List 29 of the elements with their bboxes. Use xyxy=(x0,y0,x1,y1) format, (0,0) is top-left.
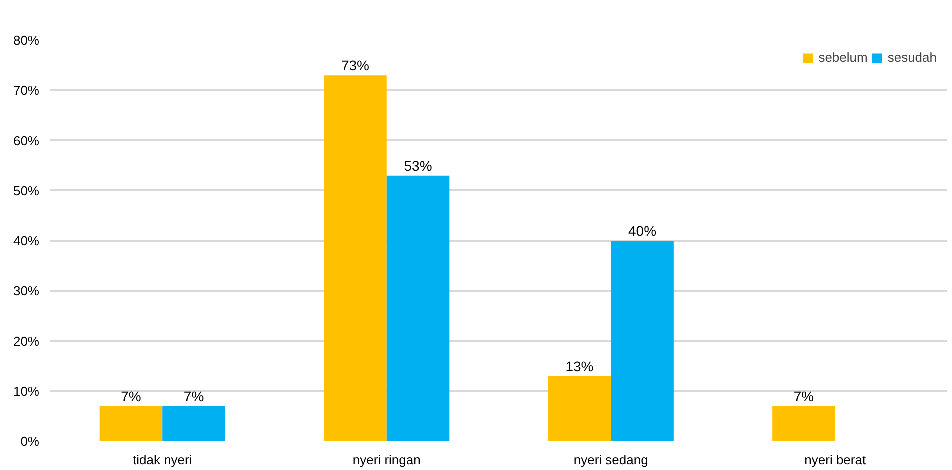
x-tick-label: nyeri berat xyxy=(804,452,866,468)
x-tick-label: nyeri sedang xyxy=(574,452,648,468)
bar xyxy=(772,406,836,442)
y-tick-label: 30% xyxy=(13,284,40,299)
x-tick-label: nyeri ringan xyxy=(352,452,421,468)
bar xyxy=(548,376,612,442)
y-tick-label: 20% xyxy=(13,334,40,349)
x-tick-label: tidak nyeri xyxy=(133,452,192,468)
legend-label: sesudah xyxy=(888,50,937,65)
bar xyxy=(100,406,163,442)
y-tick-label: 50% xyxy=(13,183,40,198)
data-label: 73% xyxy=(341,58,370,74)
bar xyxy=(611,241,674,442)
data-label: 7% xyxy=(184,388,204,404)
bar xyxy=(162,406,226,442)
data-label: 53% xyxy=(404,158,432,174)
y-tick-label: 40% xyxy=(13,234,40,248)
bar xyxy=(324,76,387,442)
data-label: 7% xyxy=(794,388,814,404)
bar xyxy=(386,176,450,442)
y-tick-label: 10% xyxy=(13,384,40,399)
data-label: 13% xyxy=(566,358,594,374)
y-tick-label: 70% xyxy=(13,83,40,98)
data-label: 40% xyxy=(628,223,657,239)
y-tick-label: 0% xyxy=(20,434,40,449)
legend-label: sebelum xyxy=(818,50,868,65)
y-tick-label: 60% xyxy=(13,133,40,148)
y-tick-label: 80% xyxy=(13,33,40,48)
data-label: 7% xyxy=(121,388,142,404)
